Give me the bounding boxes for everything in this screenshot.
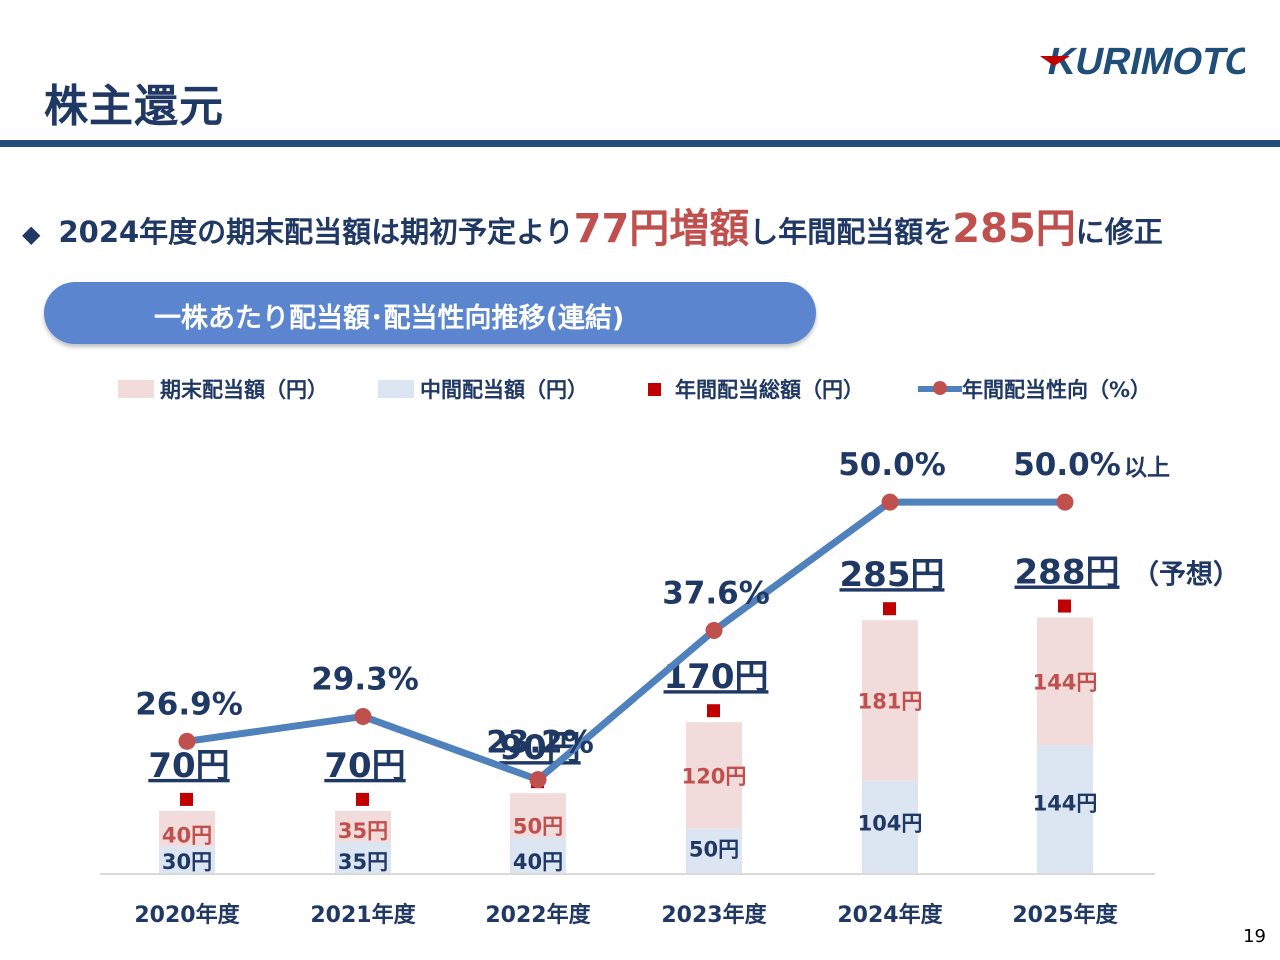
legend-final-swatch [118, 380, 154, 398]
label-interim-2020年度: 30円 [162, 850, 212, 874]
ratio-label-2023年度: 37.6% [662, 576, 770, 612]
label-total-2022年度: 90円 [499, 728, 580, 768]
bar-interim-2025年度 [1037, 745, 1093, 873]
headline-highlight-increase: 77円増額 [573, 206, 750, 252]
bar-final-2022年度 [510, 793, 566, 838]
label-total-2020年度: 70円 [148, 746, 229, 786]
ratio-point-2021年度 [354, 707, 372, 725]
ratio-label-2022年度: 23.2% [486, 725, 594, 761]
label-final-2022年度: 50円 [513, 815, 563, 839]
legend-final: 期末配当額（円） [118, 372, 328, 406]
bar-final-2023年度 [686, 722, 742, 829]
page-title: 株主還元 [44, 81, 224, 132]
bar-interim-2020年度 [159, 846, 215, 873]
category-label-2023年度: 2023年度 [661, 902, 767, 928]
label-interim-2021年度: 35円 [338, 850, 388, 874]
category-label-2025年度: 2025年度 [1012, 902, 1118, 928]
label-interim-2023年度: 50円 [689, 838, 739, 862]
ratio-label-2021年度: 29.3% [311, 661, 419, 697]
ratio-point-2020年度 [178, 732, 196, 750]
legend-interim-swatch [378, 380, 414, 398]
bar-interim-2023年度 [686, 828, 742, 873]
chart-subtitle: 一株あたり配当額･配当性向推移(連結) [154, 303, 625, 334]
bar-interim-2022年度 [510, 837, 566, 873]
total-marker-2024年度 [883, 602, 896, 616]
bar-final-2025年度 [1037, 617, 1093, 746]
total-marker-2025年度 [1058, 599, 1071, 613]
ratio-line [186, 498, 1065, 784]
ratio-point-2022年度 [529, 771, 547, 789]
category-label-2024年度: 2024年度 [837, 902, 943, 928]
label-interim-2025年度: 144円 [1033, 792, 1098, 816]
header-rule [0, 140, 1280, 147]
bar-final-2021年度 [335, 810, 391, 842]
total-marker-2021年度 [356, 792, 369, 806]
forecast-note: （予想） [1132, 560, 1240, 591]
label-total-2024年度: 285円 [840, 555, 945, 595]
headline-highlight-total: 285円 [952, 206, 1076, 252]
total-marker-2023年度 [707, 704, 720, 718]
category-label-2022年度: 2022年度 [485, 902, 591, 928]
label-final-2025年度: 144円 [1033, 670, 1098, 694]
page-number: 19 [1243, 926, 1266, 947]
label-interim-2024年度: 104円 [858, 811, 923, 835]
ratio-point-2023年度 [705, 622, 723, 640]
legend-ratio: 年間配当性向（%） [918, 372, 1151, 406]
legend-interim: 中間配当額（円） [378, 372, 588, 406]
ratio-point-2024年度 [881, 493, 899, 511]
legend-total-marker-icon [648, 382, 661, 396]
label-total-2021年度: 70円 [324, 746, 405, 786]
category-label-2020年度: 2020年度 [134, 902, 240, 928]
ratio-label-2024年度: 50.0% [838, 447, 946, 483]
label-total-2025年度: 288円 [1015, 553, 1120, 593]
legend-total: 年間配当総額（円） [638, 372, 864, 406]
bar-interim-2024年度 [862, 780, 918, 873]
label-final-2020年度: 40円 [162, 823, 212, 847]
total-marker-2020年度 [180, 792, 193, 806]
diamond-bullet-icon: ◆ [22, 220, 41, 248]
category-label-2021年度: 2021年度 [310, 902, 416, 928]
bar-interim-2021年度 [335, 841, 391, 873]
ratio-label-2020年度: 26.9% [135, 686, 243, 722]
label-final-2023年度: 120円 [682, 764, 747, 788]
label-final-2021年度: 35円 [338, 819, 388, 843]
svg-text:KURIMOTO: KURIMOTO [1044, 40, 1245, 80]
ratio-point-2025年度 [1056, 493, 1074, 511]
headline: ◆ 2024年度の期末配当額は期初予定より77円増額し年間配当額を285円に修正 [22, 206, 1163, 252]
chart-legend: 期末配当額（円） 中間配当額（円） 年間配当総額（円） 年間配当性向（%） [118, 372, 1218, 406]
kurimoto-logo: KURIMOTO [1040, 36, 1259, 84]
label-total-2023年度: 170円 [664, 657, 769, 697]
chart-subtitle-pill: 一株あたり配当額･配当性向推移(連結) [44, 282, 816, 344]
ratio-suffix-note: 以上 [1124, 455, 1170, 481]
label-interim-2022年度: 40円 [513, 850, 563, 874]
ratio-label-2025年度: 50.0% [1013, 447, 1121, 483]
legend-ratio-line-icon [918, 381, 962, 395]
bar-final-2020年度 [159, 810, 215, 847]
bar-final-2024年度 [862, 620, 918, 781]
label-final-2024年度: 181円 [858, 689, 923, 713]
